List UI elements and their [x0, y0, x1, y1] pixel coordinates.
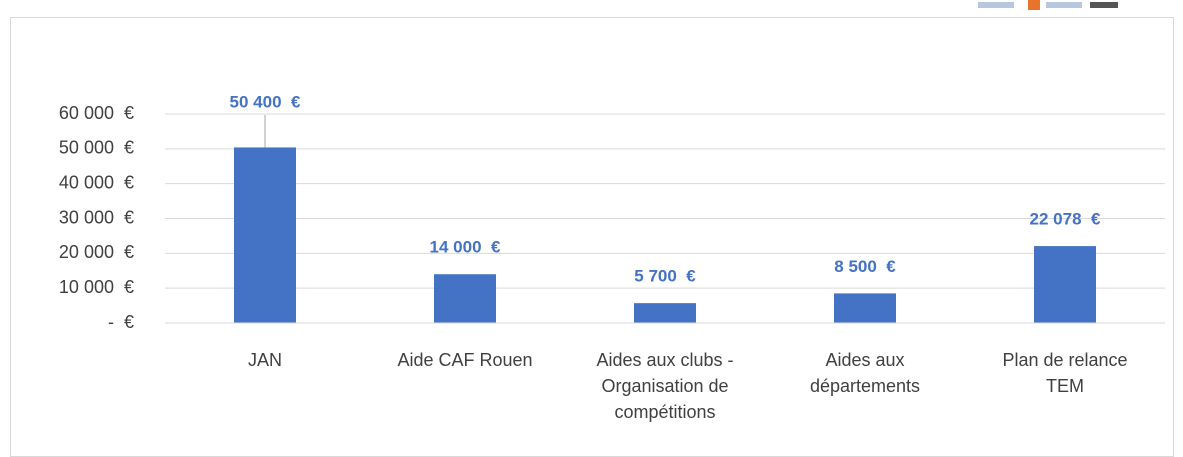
y-tick-label: 60 000 €: [59, 103, 134, 123]
x-tick-label: JAN: [247, 350, 282, 370]
bar: [434, 274, 496, 323]
logos: [978, 0, 1168, 12]
x-tick-label: Aides aux clubs - Organisation de compét…: [596, 350, 734, 422]
y-tick-label: 30 000 €: [59, 207, 134, 227]
x-tick-label: Aide CAF Rouen: [397, 350, 533, 370]
x-tick-label: Aides aux départements: [809, 350, 921, 396]
data-label: 5 700 €: [634, 267, 696, 286]
page: - € 10 000 € 20 000 € 30 000 € 40 000 € 50 00…: [10, 0, 1174, 457]
data-label: 22 078 €: [1030, 210, 1101, 229]
data-label: 50 400 €: [230, 92, 301, 111]
bar: [834, 293, 896, 323]
bar: [1034, 246, 1096, 323]
y-tick-label: - €: [108, 312, 134, 332]
data-label: 8 500 €: [834, 257, 896, 276]
y-tick-label: 40 000 €: [59, 172, 134, 192]
chart: - € 10 000 € 20 000 € 30 000 € 40 000 € 50 00…: [59, 92, 1165, 332]
bar: [634, 303, 696, 323]
y-tick-label: 20 000 €: [59, 242, 134, 262]
y-tick-label: 10 000 €: [59, 277, 134, 297]
y-tick-label: 50 000 €: [59, 138, 134, 158]
data-label: 14 000 €: [430, 238, 501, 257]
x-tick-label: Plan de relance TEM: [1002, 350, 1128, 396]
bar: [234, 147, 296, 323]
